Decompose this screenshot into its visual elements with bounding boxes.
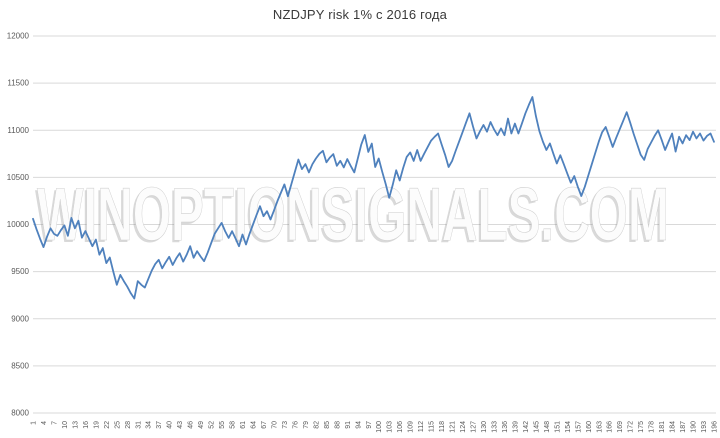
x-tick-label: 160 [586,421,593,433]
y-tick-label: 11000 [7,126,29,135]
x-tick-label: 64 [251,421,258,429]
x-tick-label: 187 [680,421,687,433]
x-tick-label: 136 [502,421,509,433]
y-tick-label: 10500 [7,173,30,182]
x-tick-label: 34 [146,421,153,429]
x-tick-label: 4 [41,421,48,425]
x-tick-label: 172 [628,421,635,433]
x-tick-label: 55 [219,421,226,429]
x-tick-label: 37 [156,421,163,429]
y-tick-label: 12000 [7,32,30,41]
x-tick-label: 145 [533,421,540,433]
watermark-shadow: WINOPTIONSIGNALS.COM [35,174,667,258]
x-tick-label: 121 [450,421,457,433]
x-tick-label: 94 [355,421,362,429]
x-tick-label: 22 [104,421,111,429]
x-tick-label: 67 [261,421,268,429]
x-tick-label: 73 [282,421,289,429]
x-tick-label: 109 [408,421,415,433]
x-tick-label: 112 [418,421,425,432]
x-tick-label: 46 [188,421,195,429]
y-tick-label: 10000 [7,220,30,229]
x-tick-label: 76 [292,421,299,429]
x-tick-label: 178 [649,421,656,433]
x-tick-label: 148 [544,421,551,433]
x-tick-label: 52 [209,421,216,429]
x-tick-label: 157 [575,421,582,433]
x-tick-label: 151 [554,421,561,433]
x-tick-label: 25 [114,421,121,429]
y-tick-label: 9000 [11,314,29,323]
y-tick-label: 8500 [11,361,29,370]
watermark-text: WINOPTIONSIGNALS.COM [37,172,669,256]
x-tick-label: 169 [617,421,624,433]
x-tick-label: 133 [492,421,499,433]
x-tick-label: 190 [691,421,698,433]
x-tick-label: 49 [198,421,205,429]
x-tick-label: 163 [596,421,603,433]
x-tick-label: 85 [324,421,331,429]
x-tick-label: 115 [429,421,436,432]
x-tick-label: 43 [177,421,184,429]
x-tick-label: 100 [376,421,383,433]
x-tick-label: 118 [439,421,446,432]
x-tick-label: 91 [345,421,352,429]
x-tick-label: 154 [565,421,572,433]
x-tick-label: 181 [659,421,666,433]
x-tick-label: 31 [135,421,142,429]
x-tick-label: 1 [31,421,38,425]
x-tick-label: 13 [72,421,79,429]
x-tick-label: 70 [272,421,279,429]
x-tick-label: 58 [230,421,237,429]
x-tick-label: 10 [62,421,69,429]
x-tick-label: 61 [240,421,247,429]
x-tick-label: 16 [83,421,90,429]
y-tick-label: 9500 [11,267,29,276]
x-tick-label: 103 [387,421,394,433]
x-tick-label: 97 [366,421,373,429]
x-tick-label: 106 [397,421,404,433]
x-tick-label: 124 [460,421,467,433]
chart-title: NZDJPY risk 1% с 2016 года [272,7,448,22]
x-tick-label: 193 [701,421,708,433]
x-tick-label: 28 [125,421,132,429]
x-tick-label: 7 [52,421,59,425]
x-tick-label: 139 [512,421,519,433]
x-tick-label: 19 [93,421,100,429]
x-tick-label: 184 [670,421,677,433]
x-tick-label: 40 [167,421,174,429]
x-tick-label: 127 [471,421,478,433]
x-tick-label: 79 [303,421,310,429]
x-tick-label: 175 [638,421,645,433]
x-tick-label: 88 [334,421,341,429]
x-tick-label: 130 [481,421,488,433]
x-tick-label: 196 [712,421,719,433]
x-tick-label: 142 [523,421,530,433]
x-tick-label: 82 [313,421,320,429]
series-line [32,96,715,300]
y-tick-label: 11500 [7,79,29,88]
y-tick-label: 8000 [11,409,29,418]
x-tick-label: 166 [607,421,614,433]
